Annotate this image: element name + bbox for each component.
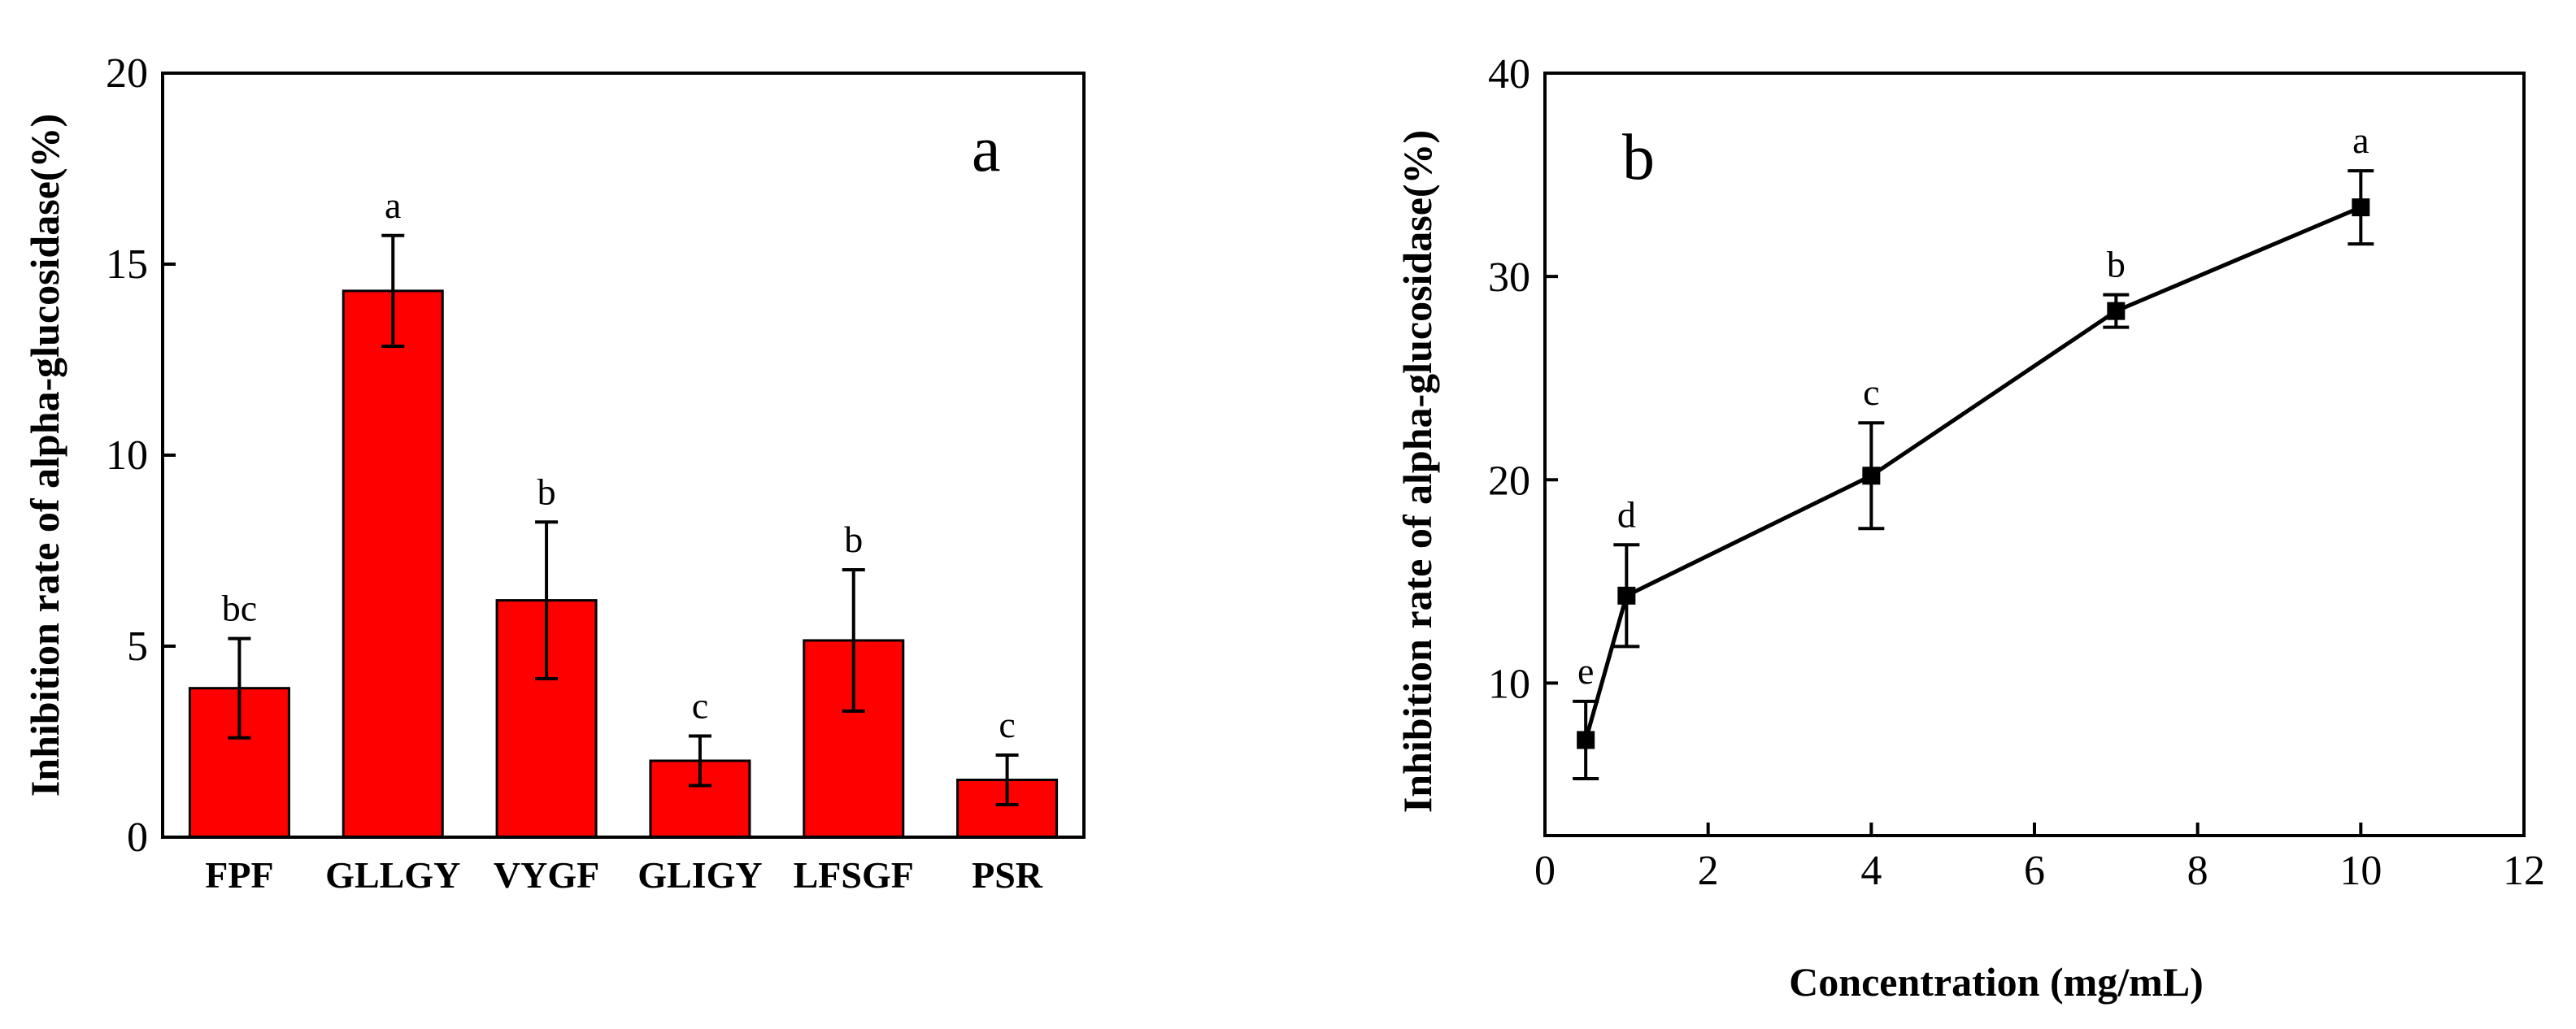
a-category-labels: FPF GLLGY VYGF GLIGY LFSGF PSR — [205, 854, 1043, 896]
error-bar-PSR — [995, 753, 1019, 807]
b-x-ticks: 0 2 4 6 8 10 12 — [1534, 823, 2545, 894]
b-xtick-label-6: 6 — [2024, 848, 2045, 894]
b-xtick-label-12: 12 — [2503, 848, 2545, 894]
b-ytick-label-10: 10 — [1488, 661, 1530, 707]
b-series-line — [1583, 205, 2362, 741]
a-y-ticks: 0 5 10 15 20 — [106, 50, 176, 861]
b-sig-label-4: c — [1863, 371, 1879, 413]
error-bar-GLLGY — [381, 233, 405, 349]
a-ytick-label-20: 20 — [106, 50, 148, 97]
b-xtick-label-10: 10 — [2339, 848, 2382, 894]
a-bars-group — [188, 289, 1059, 839]
b-error-bars-group — [1573, 169, 2374, 780]
error-bar-LFSGF — [842, 568, 865, 713]
category-label-PSR: PSR — [972, 854, 1043, 896]
b-xtick-label-4: 4 — [1860, 848, 1882, 894]
b-y-ticks: 10 20 30 40 — [1488, 51, 1558, 707]
b-xtick-label-8: 8 — [2187, 848, 2208, 894]
b-point-10 — [2352, 198, 2370, 217]
b-plot-frame — [1543, 72, 2526, 837]
error-bar-VYGF — [535, 520, 559, 680]
category-label-GLIGY: GLIGY — [637, 854, 762, 896]
category-label-FPF: FPF — [205, 854, 273, 896]
b-sig-label-7: b — [2107, 244, 2126, 285]
b-sig-label-10: a — [2352, 119, 2369, 161]
b-points-group — [1577, 198, 2370, 749]
a-ytick-label-5: 5 — [127, 623, 148, 670]
b-point-4 — [1862, 467, 1881, 485]
b-panel-label: b — [1622, 122, 1655, 193]
error-bar-FPF — [228, 636, 251, 740]
bar-GLLGY — [342, 289, 444, 839]
b-x-axis-title: Concentration (mg/mL) — [1789, 959, 2204, 1005]
b-ytick-label-40: 40 — [1488, 51, 1530, 98]
a-ytick-label-10: 10 — [106, 432, 148, 479]
b-sig-label-0.5: e — [1577, 650, 1594, 692]
sig-label-LFSGF: b — [844, 519, 863, 560]
sig-label-VYGF: b — [537, 471, 556, 512]
a-plot-frame — [161, 72, 1086, 839]
b-point-1 — [1617, 586, 1636, 605]
b-sig-label-1: d — [1617, 493, 1636, 535]
category-label-LFSGF: LFSGF — [794, 854, 914, 896]
b-ytick-label-30: 30 — [1488, 254, 1530, 301]
a-error-bars-group — [228, 233, 1019, 807]
b-xtick-label-0: 0 — [1534, 848, 1556, 894]
b-significance-labels: e d c b a — [1577, 119, 2369, 692]
sig-label-PSR: c — [999, 704, 1015, 745]
b-y-axis-title: Inhibition rate of alpha-glucosidase(%) — [1395, 130, 1440, 813]
b-point-0.5 — [1577, 731, 1595, 749]
sig-label-FPF: bc — [222, 588, 257, 629]
a-panel-label: a — [972, 114, 1001, 185]
panel-b-line-chart: e d c b a 10 20 30 40 0 2 4 6 8 10 12 b Inhibition ra… — [1395, 51, 2545, 1005]
b-xtick-label-2: 2 — [1698, 848, 1719, 894]
sig-label-GLIGY: c — [692, 684, 708, 726]
a-y-axis-title: Inhibition rate of alpha-glucosidase(%) — [22, 114, 67, 797]
error-bar-GLIGY — [688, 734, 711, 788]
a-ytick-label-15: 15 — [106, 241, 148, 288]
category-label-GLLGY: GLLGY — [325, 854, 460, 896]
a-ytick-label-0: 0 — [127, 814, 148, 861]
sig-label-GLLGY: a — [385, 185, 401, 226]
category-label-VYGF: VYGF — [494, 854, 599, 896]
bar-LFSGF — [803, 639, 905, 839]
b-point-7 — [2107, 302, 2126, 320]
b-ytick-label-20: 20 — [1488, 458, 1530, 504]
